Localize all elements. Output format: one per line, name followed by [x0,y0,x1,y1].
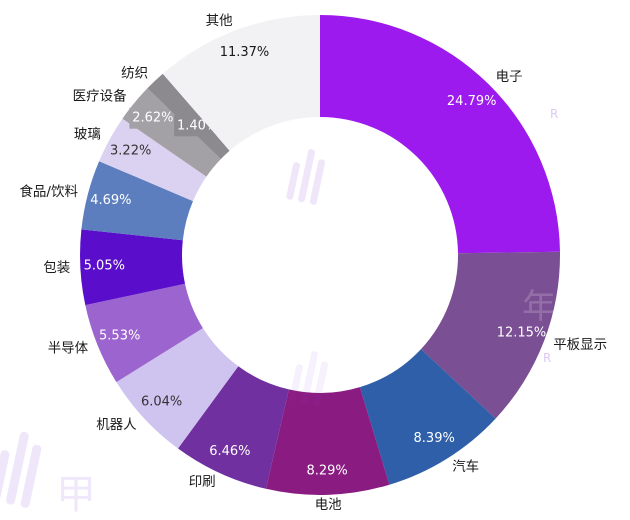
category-label: 医疗设备 [73,88,127,105]
percent-label: 5.53% [99,329,140,344]
percent-label: 8.29% [306,463,347,478]
percent-label: 4.69% [90,193,131,208]
pie-slice [265,387,390,495]
pie-slice [81,161,193,241]
category-label: 印刷 [189,474,216,490]
category-label: 玻璃 [74,126,101,143]
watermark-char: 甲 [56,472,96,518]
pie-slice [359,349,496,485]
category-label: 包装 [43,260,70,276]
donut-chart: 24.79% 电子 12.15% 平板显示 8.39% 汽车 8.29% 电池 6.46% 印刷 6… [19,13,607,513]
percent-callout-box [129,107,177,129]
category-label: 其他 [206,13,233,29]
watermark-letter: R [550,107,558,121]
category-label: 电子 [496,69,523,85]
watermark-char: 年 [522,287,556,327]
pie-slice [178,366,289,489]
watermark-bars-icon [289,351,329,407]
percent-label: 11.37% [220,45,270,60]
category-label: 平板显示 [553,337,607,353]
percent-label: 5.05% [84,259,125,274]
percent-label: 6.46% [209,444,250,459]
watermark: 甲 甲 年 R R [0,55,558,518]
percent-label: 8.39% [414,431,455,446]
watermark-bars-icon [286,149,326,205]
category-label: 机器人 [96,417,137,433]
pie-slice [116,328,239,449]
pie-slice [85,283,203,383]
pie-slice [162,15,320,151]
percent-label: 3.22% [110,143,151,158]
percent-label: 6.04% [141,394,182,409]
category-label: 汽车 [452,458,479,475]
watermark-char: 甲 [508,55,542,95]
category-label: 电池 [315,497,342,513]
percent-label: 24.79% [447,94,497,109]
pie-slice [421,251,561,419]
pie-slice [99,118,207,202]
pie-slice [320,15,560,254]
category-label: 纺织 [121,66,148,82]
watermark-letter: R [543,351,551,365]
category-label: 半导体 [48,341,89,357]
watermark-bars-icon [0,431,42,508]
pie-slice [80,229,185,306]
percent-label: 12.15% [497,325,547,340]
percent-label: 2.62% [132,111,173,126]
category-label: 食品/饮料 [19,183,78,200]
